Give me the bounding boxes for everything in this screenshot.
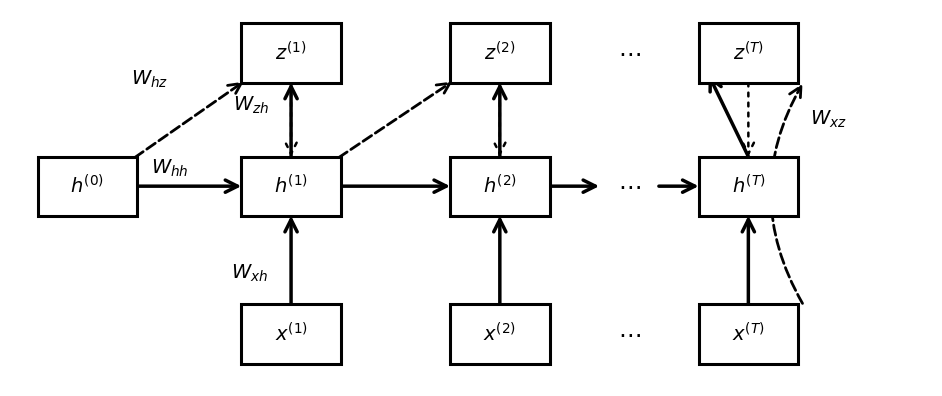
Text: $h^{(0)}$: $h^{(0)}$: [71, 175, 105, 198]
Text: $x^{(1)}$: $x^{(1)}$: [274, 322, 308, 346]
Text: $z^{(2)}$: $z^{(2)}$: [484, 42, 515, 65]
Text: $W_{zh}$: $W_{zh}$: [234, 95, 269, 116]
FancyBboxPatch shape: [450, 305, 549, 364]
Text: $x^{(T)}$: $x^{(T)}$: [732, 322, 765, 346]
Text: $W_{xh}$: $W_{xh}$: [231, 262, 268, 284]
FancyBboxPatch shape: [699, 23, 798, 83]
Text: $h^{(T)}$: $h^{(T)}$: [732, 175, 765, 198]
FancyBboxPatch shape: [450, 156, 549, 216]
Text: $h^{(1)}$: $h^{(1)}$: [274, 175, 308, 198]
Text: $\cdots$: $\cdots$: [618, 322, 641, 346]
FancyBboxPatch shape: [38, 156, 137, 216]
Text: $\cdots$: $\cdots$: [618, 41, 641, 65]
Text: $W_{hh}$: $W_{hh}$: [151, 158, 188, 179]
Text: $h^{(2)}$: $h^{(2)}$: [483, 175, 517, 198]
FancyBboxPatch shape: [699, 305, 798, 364]
Text: $x^{(2)}$: $x^{(2)}$: [483, 322, 516, 346]
FancyBboxPatch shape: [450, 23, 549, 83]
Text: $W_{xz}$: $W_{xz}$: [809, 109, 846, 130]
Text: $W_{hz}$: $W_{hz}$: [131, 69, 169, 90]
FancyBboxPatch shape: [241, 156, 341, 216]
Text: $z^{(T)}$: $z^{(T)}$: [733, 42, 764, 65]
Text: $\cdots$: $\cdots$: [618, 174, 641, 198]
FancyBboxPatch shape: [699, 156, 798, 216]
Text: $z^{(1)}$: $z^{(1)}$: [275, 42, 307, 65]
FancyBboxPatch shape: [241, 305, 341, 364]
FancyBboxPatch shape: [241, 23, 341, 83]
